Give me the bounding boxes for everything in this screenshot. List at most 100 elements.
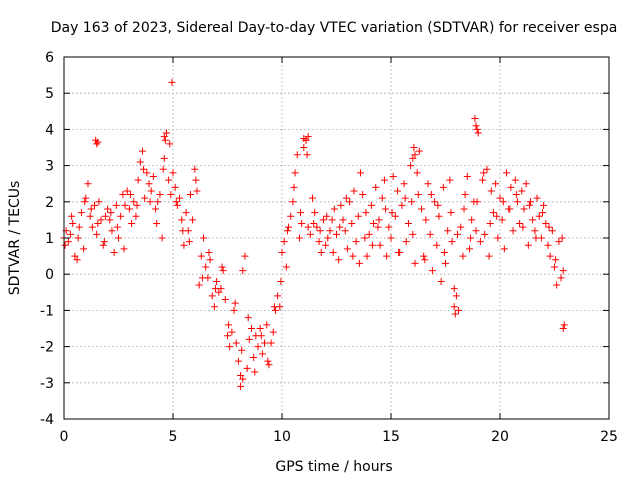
data-point	[520, 205, 528, 213]
data-point	[472, 122, 480, 130]
data-point	[368, 241, 376, 249]
data-point	[239, 267, 247, 275]
data-point	[487, 187, 495, 195]
data-point	[551, 263, 558, 271]
data-point	[289, 198, 297, 206]
data-point	[247, 325, 255, 332]
data-point	[483, 165, 491, 173]
data-point	[352, 238, 360, 246]
data-point	[411, 151, 419, 159]
data-point	[287, 212, 295, 220]
data-point	[82, 194, 90, 202]
data-point	[476, 238, 484, 246]
data-point	[147, 187, 155, 195]
data-point	[258, 350, 266, 358]
y-tick-label: 4	[45, 122, 54, 138]
data-point	[552, 256, 560, 264]
data-point	[112, 201, 120, 209]
data-point	[134, 176, 142, 184]
data-point	[106, 216, 114, 224]
data-point	[560, 321, 568, 329]
data-point	[265, 361, 273, 369]
data-point	[442, 259, 449, 267]
data-point	[73, 256, 81, 264]
data-point	[226, 343, 234, 351]
data-point	[215, 288, 223, 296]
data-point	[160, 133, 168, 141]
x-tick-label: 20	[491, 429, 509, 445]
data-point	[463, 172, 471, 180]
data-point	[197, 252, 205, 260]
data-point	[382, 205, 390, 213]
data-point	[413, 169, 421, 177]
data-point	[418, 205, 426, 213]
data-point	[422, 216, 430, 224]
data-point	[450, 285, 458, 293]
data-point	[540, 201, 548, 209]
data-point	[446, 176, 454, 184]
data-point	[329, 248, 337, 256]
data-point	[341, 227, 349, 235]
data-point	[545, 223, 553, 231]
data-point	[349, 252, 357, 260]
data-point	[355, 259, 363, 267]
data-point	[126, 191, 134, 199]
data-point	[375, 216, 383, 224]
data-point	[94, 220, 102, 228]
data-point	[512, 191, 520, 199]
data-point	[80, 245, 88, 253]
data-point	[522, 180, 530, 188]
data-point	[224, 332, 231, 340]
grid-lines	[64, 57, 609, 419]
data-point	[186, 191, 194, 199]
data-point	[323, 212, 331, 220]
data-point	[362, 209, 370, 217]
data-point	[516, 220, 524, 228]
data-point	[228, 328, 236, 336]
data-point	[304, 133, 312, 141]
data-point	[113, 223, 121, 231]
data-point	[267, 339, 275, 347]
data-point	[361, 234, 369, 242]
data-point	[354, 212, 362, 220]
data-point	[94, 138, 102, 146]
data-point	[450, 303, 458, 311]
x-tick-labels: 0 5 10 15 20 25	[60, 429, 618, 445]
data-point	[485, 252, 493, 260]
data-point	[414, 191, 422, 199]
data-point	[149, 172, 157, 180]
data-point	[241, 252, 249, 260]
data-point	[415, 147, 423, 155]
data-point	[480, 169, 488, 177]
data-point	[391, 212, 399, 220]
data-point	[195, 281, 203, 289]
data-point	[297, 209, 305, 217]
y-tick-label: -3	[40, 376, 54, 392]
data-point	[176, 194, 184, 202]
data-point	[152, 205, 160, 213]
data-point	[67, 230, 75, 238]
data-point	[269, 328, 277, 336]
data-point	[525, 201, 533, 209]
data-point	[486, 220, 494, 228]
data-point	[81, 198, 89, 206]
data-point	[324, 234, 332, 242]
data-point	[557, 274, 565, 282]
data-point	[191, 165, 199, 173]
data-point	[428, 267, 436, 275]
data-point	[529, 216, 537, 224]
data-point	[304, 223, 312, 231]
data-point	[426, 230, 434, 238]
data-point	[101, 212, 109, 220]
data-point	[256, 325, 264, 332]
data-point	[173, 201, 181, 209]
data-point	[389, 172, 397, 180]
data-point	[282, 263, 290, 271]
data-point	[309, 194, 317, 202]
data-point	[123, 187, 131, 195]
data-point	[274, 292, 282, 300]
data-point	[251, 368, 259, 376]
data-point	[162, 129, 170, 137]
data-point	[468, 216, 476, 224]
